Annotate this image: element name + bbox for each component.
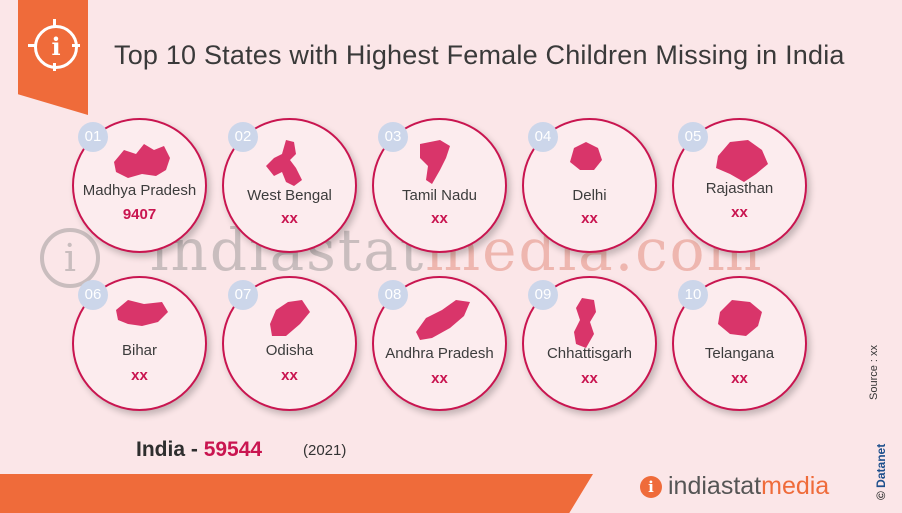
state-rank: 06 (78, 280, 108, 310)
state-rank: 05 (678, 122, 708, 152)
state-map-shape (420, 140, 450, 184)
state-value: xx (731, 204, 748, 221)
state-value: xx (581, 370, 598, 387)
state-rank: 04 (528, 122, 558, 152)
state-item: 06 Bihar xx (72, 276, 207, 411)
state-map-icon (718, 300, 762, 336)
state-map-icon (716, 140, 768, 182)
state-value: xx (131, 367, 148, 384)
state-rank: 10 (678, 280, 708, 310)
state-map-shape (570, 142, 602, 170)
state-map-shape (116, 300, 168, 326)
state-value: 9407 (122, 206, 157, 223)
info-banner: i (18, 0, 88, 115)
watermark-logo-icon: i (40, 228, 100, 288)
state-value: xx (281, 210, 298, 227)
brand-text-2: media (761, 472, 830, 500)
state-map-icon (420, 140, 450, 184)
state-item: 04 Delhi xx (522, 118, 657, 253)
state-rank: 09 (528, 280, 558, 310)
state-map-icon (416, 300, 470, 340)
india-total: India - 59544 (136, 438, 262, 462)
state-map-icon (114, 144, 170, 178)
copyright-symbol: © (874, 491, 888, 500)
state-rank: 02 (228, 122, 258, 152)
state-map-shape (114, 144, 170, 178)
state-item: 02 West Bengal xx (222, 118, 357, 253)
info-icon-letter: i (51, 32, 61, 61)
state-rank: 03 (378, 122, 408, 152)
state-name: Rajasthan (705, 180, 774, 197)
state-name: Chhattisgarh (546, 345, 633, 362)
year-label: (2021) (303, 442, 347, 459)
state-name: West Bengal (247, 187, 332, 204)
state-value: xx (731, 370, 748, 387)
india-label: India (136, 438, 186, 461)
state-map-shape (716, 140, 768, 182)
state-item: 05 Rajasthan xx (672, 118, 807, 253)
state-name: Tamil Nadu (401, 187, 478, 204)
source-note: Source : xx (868, 344, 880, 400)
state-bubble (222, 276, 357, 411)
footer-bar (0, 474, 593, 513)
india-separator: - (190, 438, 198, 461)
copyright: © Datanet (874, 444, 888, 500)
state-name: Andhra Pradesh (385, 345, 494, 362)
state-map-shape (416, 300, 470, 340)
state-item: 08 Andhra Pradesh xx (372, 276, 507, 411)
state-value: xx (431, 210, 448, 227)
state-item: 07 Odisha xx (222, 276, 357, 411)
india-value: 59544 (203, 438, 263, 461)
state-item: 01 Madhya Pradesh 9407 (72, 118, 207, 253)
state-name: Delhi (572, 187, 607, 204)
brand-i-icon: i (640, 476, 662, 498)
state-name: Odisha (265, 342, 314, 359)
state-rank: 08 (378, 280, 408, 310)
state-map-shape (574, 298, 596, 348)
state-value: xx (431, 370, 448, 387)
state-map-shape (718, 300, 762, 336)
state-name: Bihar (121, 342, 158, 359)
brand-text-1: indiastat (668, 472, 762, 500)
state-map-icon (574, 298, 596, 348)
chart-title: Top 10 States with Highest Female Childr… (114, 40, 845, 70)
state-map-shape (270, 300, 310, 336)
state-map-icon (266, 140, 302, 186)
state-name: Telangana (704, 345, 775, 362)
info-icon: i (28, 19, 80, 71)
state-rank: 01 (78, 122, 108, 152)
state-name: Madhya Pradesh (82, 182, 197, 199)
state-map-icon (116, 300, 168, 326)
state-map-icon (570, 142, 602, 170)
state-rank: 07 (228, 280, 258, 310)
state-value: xx (581, 210, 598, 227)
state-item: 03 Tamil Nadu xx (372, 118, 507, 253)
state-value: xx (281, 367, 298, 384)
state-map-shape (266, 140, 302, 186)
state-map-icon (270, 300, 310, 336)
copyright-name: Datanet (874, 443, 888, 488)
state-item: 09 Chhattisgarh xx (522, 276, 657, 411)
state-item: 10 Telangana xx (672, 276, 807, 411)
